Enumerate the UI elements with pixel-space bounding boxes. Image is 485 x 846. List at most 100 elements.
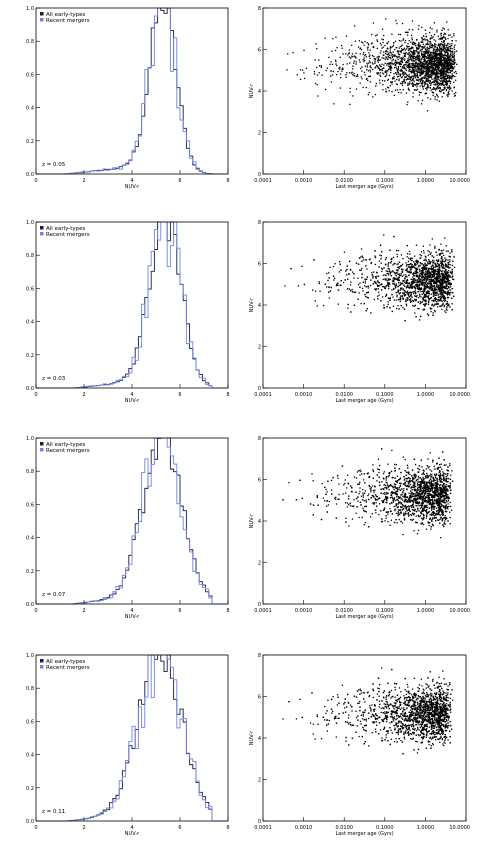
y-tick-label: 0.2 xyxy=(26,569,34,575)
scatter-point xyxy=(422,47,424,49)
scatter-point xyxy=(400,70,402,72)
scatter-point xyxy=(429,285,431,287)
scatter-point xyxy=(344,279,346,281)
scatter-point xyxy=(409,64,411,67)
scatter-point xyxy=(402,258,404,260)
scatter-point xyxy=(443,45,445,48)
scatter-point xyxy=(377,61,379,63)
scatter-point xyxy=(427,290,429,292)
scatter-point xyxy=(426,38,428,41)
scatter-point xyxy=(445,311,447,314)
scatter-point xyxy=(433,274,435,276)
scatter-point xyxy=(429,66,431,68)
scatter-point xyxy=(434,247,436,249)
scatter-point xyxy=(397,75,399,78)
scatter-point xyxy=(405,287,408,289)
scatter-point xyxy=(430,52,432,55)
scatter-point xyxy=(401,22,404,25)
scatter-point xyxy=(341,67,344,69)
scatter-point xyxy=(416,63,418,65)
scatter-point xyxy=(379,74,381,76)
scatter-point xyxy=(439,500,441,503)
scatter-point xyxy=(444,292,446,294)
scatter-point xyxy=(388,282,390,285)
scatter-point xyxy=(441,67,443,69)
scatter-point xyxy=(433,61,436,63)
scatter-point xyxy=(347,307,349,309)
scatter-point xyxy=(438,100,441,102)
scatter-point xyxy=(448,78,451,80)
scatter-point xyxy=(424,282,427,284)
scatter-point xyxy=(438,270,440,272)
scatter-point xyxy=(439,289,441,291)
scatter-point xyxy=(385,294,388,297)
scatter-point xyxy=(446,94,448,96)
scatter-point xyxy=(426,46,428,49)
legend-swatch-all xyxy=(40,442,44,446)
scatter-point xyxy=(416,48,418,50)
scatter-point xyxy=(415,74,417,77)
scatter-point xyxy=(430,42,432,44)
scatter-point xyxy=(360,48,363,51)
scatter-point xyxy=(451,309,453,311)
scatter-point xyxy=(387,68,390,71)
scatter-point xyxy=(389,278,391,281)
scatter-point xyxy=(381,72,384,74)
scatter-point xyxy=(433,280,435,282)
scatter-point xyxy=(447,304,449,307)
scatter-point xyxy=(413,300,415,302)
scatter-point xyxy=(425,49,427,51)
scatter-point xyxy=(350,57,352,59)
scatter-point xyxy=(442,67,444,70)
scatter-point xyxy=(444,257,446,259)
scatter-point xyxy=(341,47,343,49)
scatter-point xyxy=(427,73,430,75)
scatter-point xyxy=(361,287,364,290)
scatter-point xyxy=(416,263,418,265)
scatter-point xyxy=(299,78,302,81)
scatter-point xyxy=(383,34,385,37)
scatter-point xyxy=(375,65,378,67)
scatter-point xyxy=(437,43,440,45)
scatter-point xyxy=(327,279,329,282)
scatter-point xyxy=(325,69,327,72)
scatter-point xyxy=(442,74,444,77)
scatter-point xyxy=(402,58,404,60)
scatter-point xyxy=(438,268,440,271)
scatter-point xyxy=(417,301,419,303)
scatter-point xyxy=(418,264,420,267)
scatter-point xyxy=(433,45,435,47)
scatter-point xyxy=(431,73,433,75)
scatter-point xyxy=(445,61,448,64)
scatter-point xyxy=(442,291,444,294)
scatter-point xyxy=(405,63,407,66)
scatter-point xyxy=(437,300,439,302)
scatter-point xyxy=(399,297,401,299)
scatter-point xyxy=(412,47,414,49)
scatter-point xyxy=(412,265,414,267)
scatter-point xyxy=(416,75,419,77)
scatter-point xyxy=(386,73,388,75)
scatter-point xyxy=(423,85,426,87)
scatter-point xyxy=(431,54,433,56)
scatter-point xyxy=(433,46,436,48)
scatter-point xyxy=(429,286,432,288)
scatter-point xyxy=(418,283,421,285)
scatter-point xyxy=(430,54,432,56)
scatter-point xyxy=(429,307,432,309)
scatter-point xyxy=(388,90,390,92)
scatter-point xyxy=(430,278,432,280)
scatter-point xyxy=(448,65,450,67)
scatter-point xyxy=(398,279,400,282)
scatter-point xyxy=(441,61,443,63)
scatter-point xyxy=(439,64,441,66)
scatter-point xyxy=(421,50,423,53)
scatter-point xyxy=(394,48,396,51)
scatter-point xyxy=(376,275,378,277)
scatter-point xyxy=(402,56,404,59)
scatter-point xyxy=(411,82,414,84)
scatter-point xyxy=(444,52,446,54)
scatter-point xyxy=(400,74,402,76)
scatter-point xyxy=(436,54,438,56)
scatter-point xyxy=(409,77,411,79)
